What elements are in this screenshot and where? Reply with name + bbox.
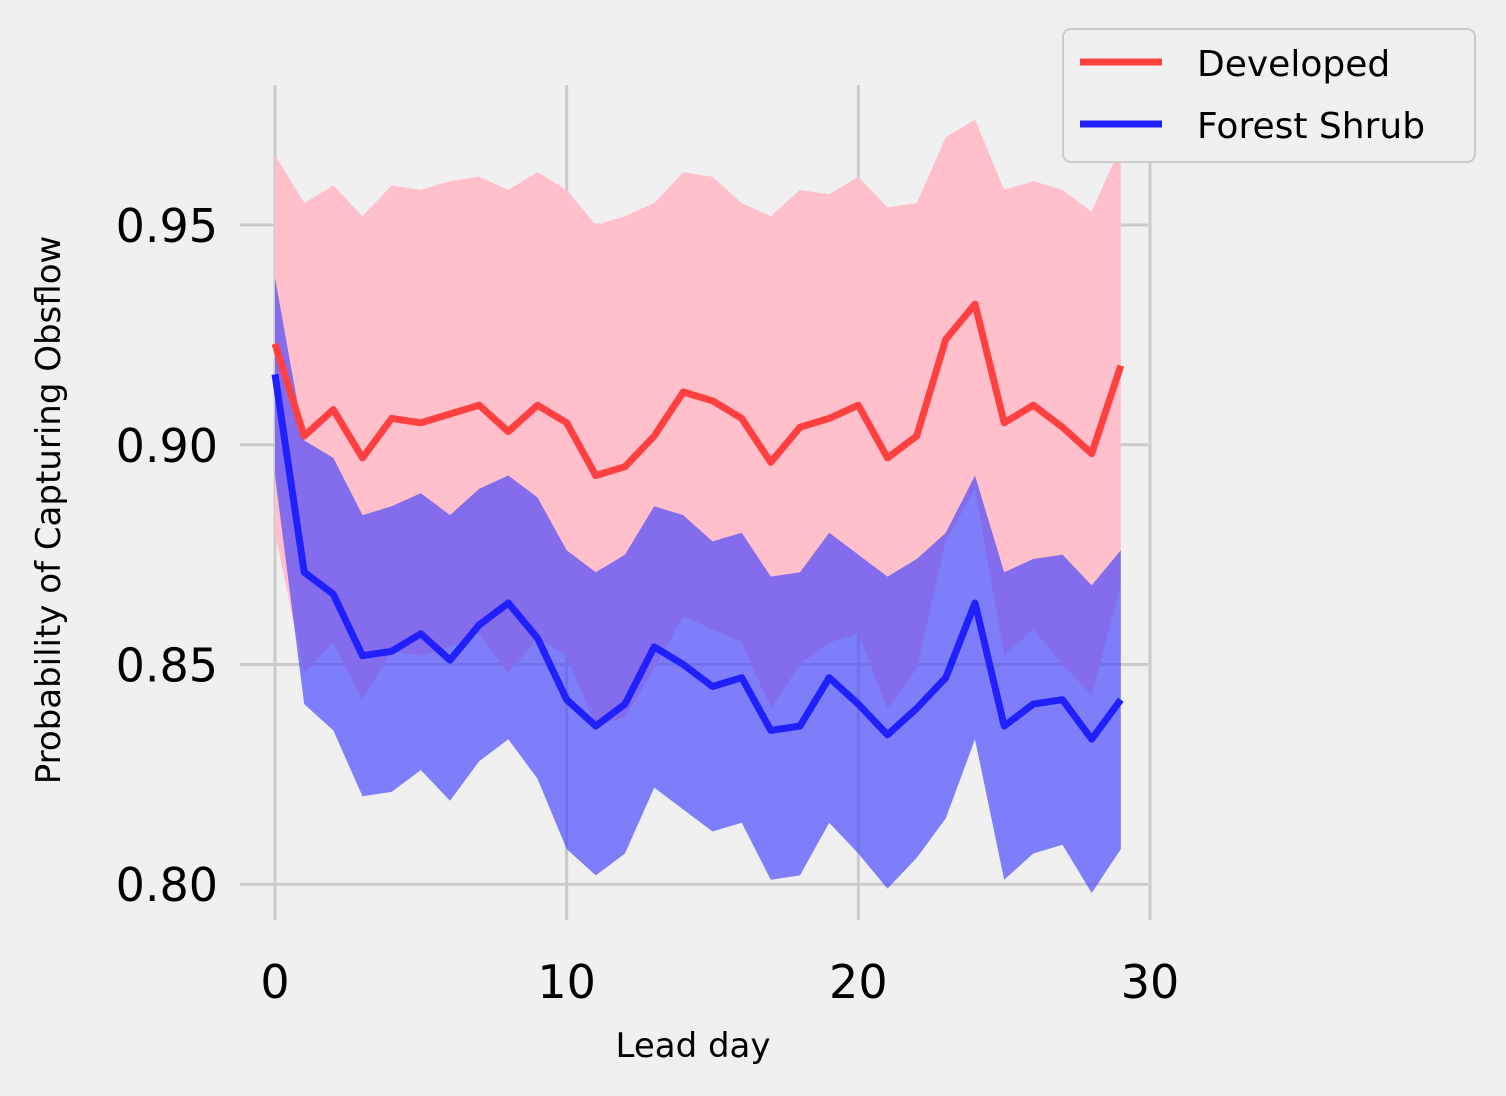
- x-tick-labels: 0 10 20 30: [260, 955, 1179, 1009]
- y-tick-label: 0.80: [116, 858, 218, 912]
- x-axis-label: Lead day: [615, 1026, 770, 1066]
- legend-label-developed: Developed: [1197, 44, 1390, 85]
- y-tick-label: 0.85: [116, 639, 218, 693]
- confidence-bands: [275, 119, 1121, 893]
- y-axis-label: Probability of Capturing Obsflow: [29, 236, 69, 785]
- x-tick-label: 0: [260, 955, 289, 1009]
- series-lines: [271, 300, 1125, 743]
- x-tick-label: 20: [829, 955, 888, 1009]
- band-forest-shrub: [275, 277, 1121, 893]
- y-tick-label: 0.90: [116, 419, 218, 473]
- x-tick-label: 30: [1121, 955, 1180, 1009]
- legend-frame: [1062, 28, 1476, 163]
- legend-label-forest-shrub: Forest Shrub: [1197, 106, 1425, 147]
- y-tick-label: 0.95: [116, 199, 218, 253]
- legend: Developed Forest Shrub: [1062, 28, 1476, 163]
- line-developed: [271, 300, 1125, 479]
- line-forest-shrub: [271, 373, 1124, 743]
- y-tick-labels: 0.80 0.85 0.90 0.95: [116, 199, 218, 912]
- x-tick-label: 10: [537, 955, 596, 1009]
